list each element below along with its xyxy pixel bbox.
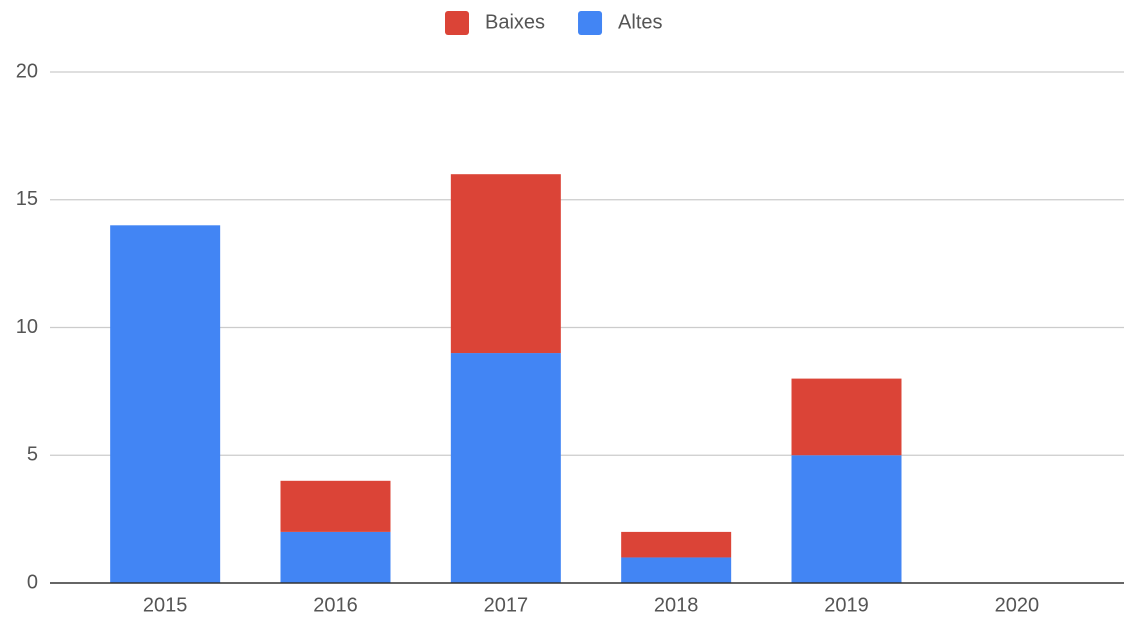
bar-segment (110, 225, 221, 584)
legend-label: Baixes (485, 11, 545, 33)
bar-segment (791, 378, 902, 456)
x-tick-label: 2016 (313, 594, 358, 616)
x-tick-label: 2020 (995, 594, 1040, 616)
legend-label: Altes (618, 11, 662, 33)
y-tick-label: 5 (27, 444, 38, 466)
legend-swatch (445, 11, 469, 35)
x-tick-label: 2018 (654, 594, 699, 616)
y-tick-label: 10 (16, 316, 38, 338)
x-tick-label: 2019 (824, 594, 869, 616)
x-tick-label: 2015 (143, 594, 188, 616)
y-tick-label: 20 (16, 60, 38, 82)
y-tick-label: 15 (16, 188, 38, 210)
bar-segment (280, 480, 391, 532)
bar-segment (450, 353, 561, 583)
bar-segment (621, 531, 732, 558)
bar-segment (280, 531, 391, 583)
bar-segment (621, 557, 732, 583)
y-tick-label: 0 (27, 571, 38, 593)
x-tick-label: 2017 (484, 594, 529, 616)
bar-segment (450, 174, 561, 354)
legend-swatch (578, 11, 603, 35)
bar-segment (791, 455, 902, 583)
